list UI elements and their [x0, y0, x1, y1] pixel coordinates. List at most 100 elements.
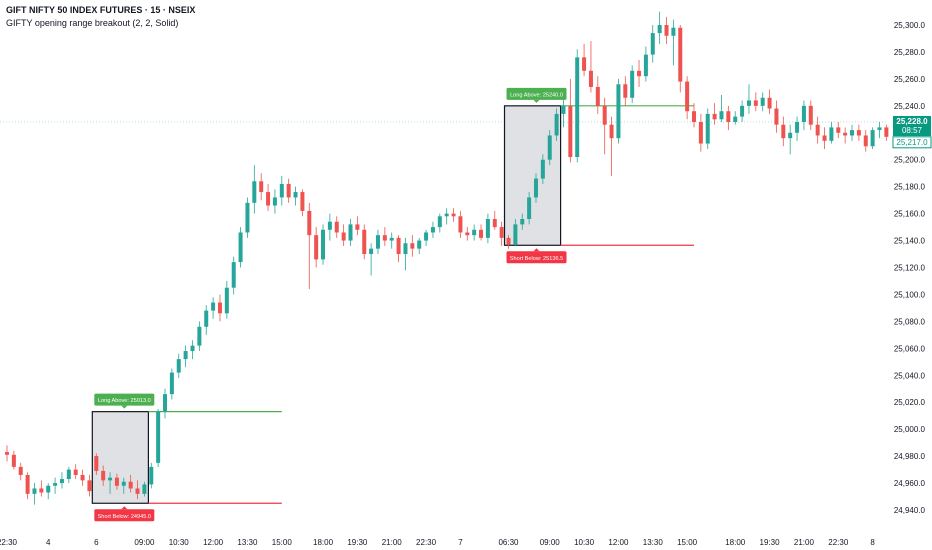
candle: [300, 189, 305, 217]
candle-body: [884, 127, 889, 137]
price-tick-label: 25,080.0: [894, 317, 926, 326]
candle-body: [375, 235, 380, 249]
candle: [293, 186, 298, 206]
candle-body: [451, 213, 456, 217]
long-label-bg: [94, 393, 155, 406]
candle: [829, 122, 834, 144]
candle: [850, 124, 855, 141]
time-tick-label: 13:30: [237, 538, 258, 547]
candle-body: [712, 113, 717, 120]
candle: [211, 297, 216, 319]
candle: [286, 178, 291, 203]
candle: [465, 227, 470, 241]
candle: [382, 227, 387, 246]
candle-body: [561, 105, 566, 114]
candle-body: [795, 122, 800, 133]
candle: [101, 465, 106, 486]
candle-body: [300, 192, 305, 211]
candle-body: [767, 97, 772, 109]
candle-body: [156, 411, 161, 463]
candle-body: [430, 227, 435, 233]
candle: [781, 116, 786, 147]
candle-body: [39, 488, 44, 493]
candle: [678, 25, 683, 93]
candle-body: [18, 466, 23, 475]
time-tick-label: 21:00: [382, 538, 403, 547]
candle-body: [568, 105, 573, 158]
time-tick-label: 09:00: [540, 538, 561, 547]
candle-body: [362, 229, 367, 255]
candle: [424, 229, 429, 246]
candle: [836, 122, 841, 139]
candle-body: [369, 248, 374, 255]
time-axis: 22:30 4 6 09:00 10:30 12:00 13:30 15:00 18:00 19:…: [0, 538, 875, 547]
candle-body: [163, 394, 168, 412]
indicator-title[interactable]: GIFTY opening range breakout (2, 2, Soli…: [6, 18, 179, 28]
price-tick-label: 25,100.0: [894, 290, 926, 299]
candle: [623, 76, 628, 106]
candle-body: [492, 219, 497, 228]
time-tick-label: 12:00: [608, 538, 629, 547]
candle: [39, 480, 44, 497]
candle: [472, 224, 477, 241]
candle: [128, 474, 133, 493]
candle-body: [602, 105, 607, 125]
candle-body: [142, 484, 147, 494]
long-above-label: Long Above: 25240.0: [510, 92, 563, 98]
candle: [32, 483, 37, 505]
time-tick-label: 18:00: [725, 538, 746, 547]
candle: [499, 221, 504, 246]
candle-body: [692, 111, 696, 122]
candle-body: [650, 33, 655, 55]
candle: [190, 340, 195, 360]
candle-body: [753, 100, 758, 106]
short-label-pointer: [533, 248, 540, 252]
candle-body: [183, 351, 188, 360]
secondary-price-label: 25,217.0: [896, 138, 928, 147]
candle-body: [279, 183, 284, 198]
time-tick-label: 12:00: [203, 538, 224, 547]
candle: [245, 197, 250, 238]
candle: [314, 227, 319, 268]
candle-body: [657, 25, 662, 34]
candle-body: [348, 224, 353, 241]
price-tick-label: 25,140.0: [894, 237, 926, 246]
time-tick-label: 22:30: [828, 538, 849, 547]
symbol-title[interactable]: GIFT NIFTY 50 INDEX FUTURES · 15 · NSEIX: [6, 5, 196, 15]
candle-body: [389, 237, 394, 241]
candle: [609, 116, 614, 176]
candle-body: [547, 135, 552, 160]
candle-body: [424, 232, 429, 241]
candle: [767, 89, 772, 114]
candle: [657, 11, 662, 44]
candle: [307, 202, 312, 290]
candle-body: [877, 127, 882, 131]
candle-body: [719, 111, 724, 120]
candle-body: [46, 485, 51, 493]
candle: [176, 353, 181, 378]
candle-body: [169, 372, 174, 395]
candle-body: [472, 229, 477, 236]
candle: [582, 43, 587, 77]
candle-body: [259, 181, 264, 193]
candle: [437, 213, 442, 233]
candles-layer: [5, 11, 889, 505]
candle-body: [80, 474, 85, 481]
candle-body: [740, 105, 745, 117]
candle: [808, 100, 813, 131]
candle: [444, 208, 449, 225]
candle-body: [238, 232, 243, 263]
candle: [169, 368, 174, 400]
candle-body: [506, 237, 511, 245]
time-tick-label: 19:30: [347, 538, 368, 547]
price-tick-label: 25,040.0: [894, 371, 926, 380]
candle: [746, 84, 751, 114]
time-tick-label: 22:30: [416, 538, 437, 547]
candle: [485, 213, 490, 244]
candle: [272, 189, 277, 214]
candle: [602, 97, 607, 155]
last-price-badge: [893, 116, 931, 136]
candle-body: [149, 466, 154, 485]
time-tick-label: 10:30: [169, 538, 190, 547]
